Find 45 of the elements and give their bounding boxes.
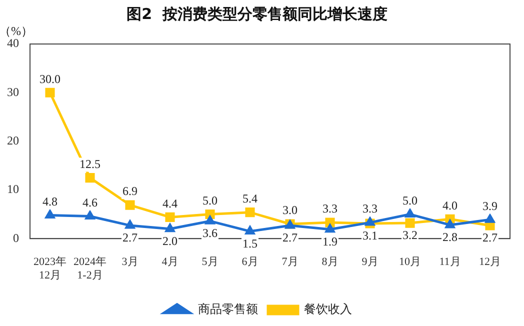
x-tick-label: 7月 <box>282 256 298 268</box>
data-label: 4.4 <box>162 196 178 210</box>
y-axis-title: （%） <box>0 24 33 38</box>
data-label: 3.2 <box>402 228 418 242</box>
legend-label: 餐饮收入 <box>304 302 352 316</box>
data-label: 4.0 <box>442 198 458 212</box>
data-label: 12.5 <box>80 156 100 171</box>
data-label: 3.1 <box>362 228 378 243</box>
data-label: 1.9 <box>322 234 338 249</box>
x-tick-label: 2023年 12月 <box>34 256 66 282</box>
data-label: 30.0 <box>40 72 60 86</box>
data-label: 2.0 <box>162 234 178 248</box>
y-tick-label: 0 <box>13 230 19 245</box>
data-label: 3.0 <box>282 203 298 218</box>
x-tick-label: 2024年 1-2月 <box>74 256 106 282</box>
x-tick-label: 6月 <box>242 256 258 268</box>
y-tick-label: 10 <box>7 182 19 196</box>
data-label: 2.8 <box>442 230 458 244</box>
x-tick-label: 8月 <box>322 256 338 268</box>
y-tick-label: 20 <box>7 133 19 148</box>
data-label: 2.7 <box>482 230 498 245</box>
data-label: 2.7 <box>282 230 298 245</box>
x-tick-label: 3月 <box>122 256 138 268</box>
y-tick-label: 40 <box>7 36 19 50</box>
x-tick-label: 10月 <box>399 256 421 268</box>
x-tick-label: 11月 <box>439 256 461 268</box>
x-tick-label: 4月 <box>162 256 178 268</box>
legend-label: 商品零售额 <box>198 302 258 316</box>
data-label: 1.5 <box>242 236 258 250</box>
data-label: 3.3 <box>362 202 378 216</box>
data-label: 4.6 <box>82 195 98 210</box>
data-label: 4.8 <box>42 194 58 208</box>
data-label: 5.4 <box>242 191 258 206</box>
data-label: 3.9 <box>482 198 498 213</box>
data-label: 6.9 <box>122 184 138 198</box>
x-tick-label: 5月 <box>202 256 218 268</box>
data-label: 2.7 <box>122 230 138 245</box>
chart-title: 图2 按消费类型分零售额同比增长速度 <box>126 4 388 23</box>
data-label: 5.0 <box>202 193 218 208</box>
data-label: 3.6 <box>202 226 218 240</box>
data-label: 3.3 <box>322 202 338 216</box>
x-tick-label: 9月 <box>362 256 378 268</box>
data-label: 5.0 <box>402 193 418 208</box>
x-tick-label: 12月 <box>479 256 501 268</box>
y-tick-label: 30 <box>7 84 19 99</box>
